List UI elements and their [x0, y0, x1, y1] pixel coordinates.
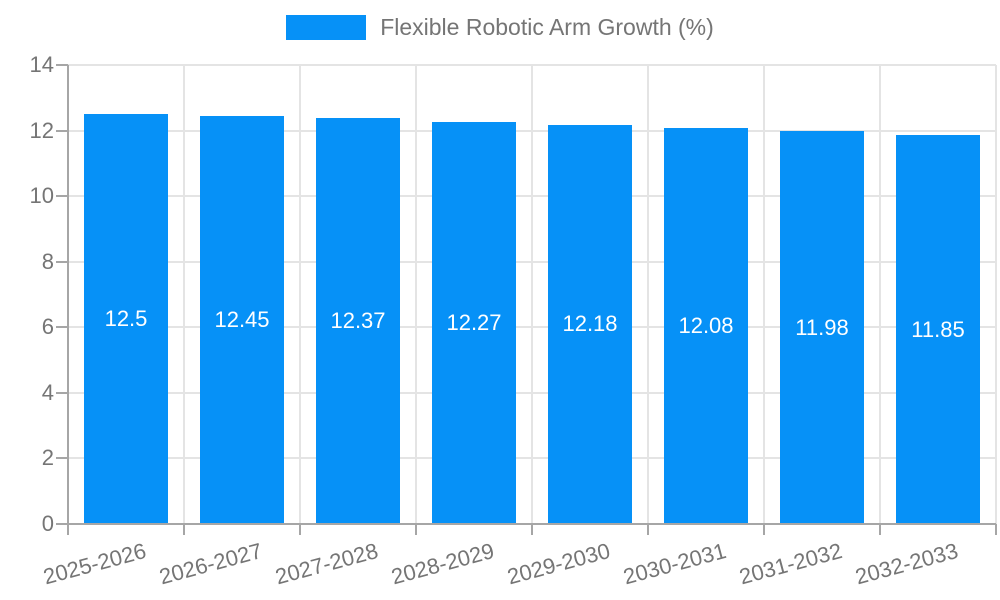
x-axis-tick	[531, 524, 533, 535]
y-axis-tick	[56, 523, 68, 525]
x-axis-tick	[995, 524, 997, 535]
x-axis-category-label: 2028-2029	[388, 538, 497, 590]
bar[interactable]: 12.5	[84, 114, 168, 524]
x-gridline	[299, 65, 301, 524]
bar[interactable]: 12.18	[548, 124, 632, 524]
y-axis-tick	[56, 260, 68, 263]
y-axis-line	[67, 65, 69, 535]
y-axis-tick	[56, 457, 68, 460]
x-gridline	[995, 65, 997, 524]
x-axis-category-label: 2030-2031	[620, 538, 729, 590]
bar-value-label: 11.98	[795, 314, 849, 340]
x-axis-category-label: 2032-2033	[852, 538, 961, 590]
bar-value-label: 12.27	[446, 309, 502, 335]
bar[interactable]: 12.08	[664, 127, 748, 524]
x-axis-category-label: 2031-2032	[736, 538, 845, 590]
bar[interactable]: 12.27	[432, 121, 516, 524]
y-axis-tick-label: 2	[41, 445, 54, 471]
y-axis-tick	[56, 64, 68, 66]
x-gridline	[879, 65, 881, 524]
x-axis-line	[68, 523, 996, 525]
chart-legend[interactable]: Flexible Robotic Arm Growth (%)	[0, 14, 1000, 41]
x-axis-category-label: 2029-2030	[504, 538, 613, 590]
bar-value-label: 12.5	[104, 306, 148, 332]
bar-value-label: 12.08	[678, 312, 734, 338]
bar[interactable]: 11.85	[896, 135, 980, 524]
x-axis-tick	[299, 524, 301, 535]
x-axis-category-label: 2026-2027	[156, 538, 265, 590]
x-gridline	[647, 65, 649, 524]
x-axis-tick	[879, 524, 881, 535]
bar[interactable]: 12.37	[316, 118, 400, 524]
bar[interactable]: 12.45	[200, 115, 284, 524]
y-axis-tick	[56, 129, 68, 132]
x-axis-category-label: 2027-2028	[272, 538, 381, 590]
x-axis-tick	[183, 524, 185, 535]
legend-series-label[interactable]: Flexible Robotic Arm Growth (%)	[380, 14, 714, 40]
y-axis-tick	[56, 391, 68, 394]
x-gridline	[763, 65, 765, 524]
bar-value-label: 12.18	[562, 311, 618, 337]
legend-swatch[interactable]	[286, 15, 367, 40]
y-axis-tick-label: 12	[29, 117, 54, 143]
bar-value-label: 12.45	[214, 306, 270, 332]
y-axis-tick	[56, 326, 68, 329]
y-axis-tick-label: 0	[41, 511, 54, 536]
x-gridline	[531, 65, 533, 524]
x-gridline	[415, 65, 417, 524]
bar-value-label: 11.85	[911, 316, 965, 342]
y-axis-tick-label: 14	[29, 52, 54, 77]
x-axis-tick	[763, 524, 765, 535]
y-axis-tick-label: 10	[29, 183, 54, 209]
x-axis-tick	[415, 524, 417, 535]
x-axis-category-label: 2025-2026	[40, 538, 149, 590]
y-axis-tick	[56, 195, 68, 198]
y-axis-tick-label: 6	[41, 314, 54, 340]
y-axis-tick-label: 8	[41, 248, 54, 274]
x-gridline	[183, 65, 185, 524]
x-axis-tick	[647, 524, 649, 535]
bar[interactable]: 11.98	[780, 131, 864, 524]
bar-value-label: 12.37	[330, 308, 386, 334]
y-axis-tick-label: 4	[41, 379, 54, 405]
